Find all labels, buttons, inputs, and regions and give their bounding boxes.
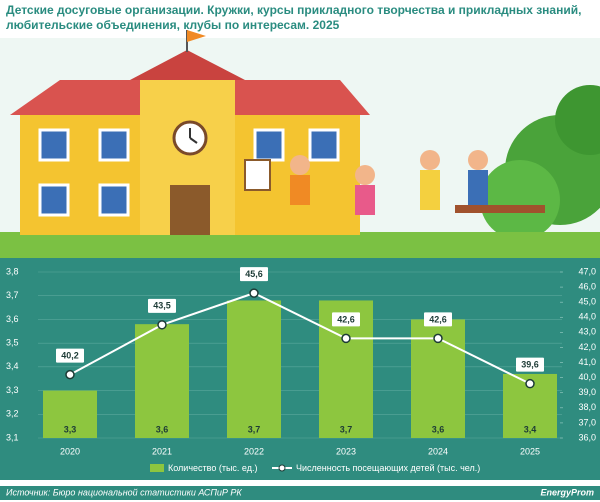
value-label-box [332,312,360,327]
footer-band [0,486,600,500]
y-tick-label: 3,4 [6,361,19,371]
plot-background [0,258,600,480]
bar [227,300,281,438]
y-tick-label: 3,2 [6,409,19,419]
bar-value-label: 3,7 [248,424,261,434]
line-point [249,288,259,298]
y-tick-label: 3,1 [6,432,19,442]
line-point [341,333,351,344]
y2-tick-label: 39,0 [578,387,596,397]
y2-tick-label: 41,0 [578,357,596,367]
y-tick-label: 3,3 [6,385,19,395]
line-value-label: 39,6 [521,360,539,370]
bar-value-label: 3,3 [64,424,77,434]
line-point [433,333,443,344]
y2-tick-label: 43,0 [578,327,596,337]
value-label-box [516,357,544,372]
y-tick-label: 3,5 [6,338,19,348]
bar-value-label: 3,7 [340,424,353,434]
bar [135,324,189,438]
chart-title: Детские досуговые организации. Кружки, к… [6,3,582,32]
y2-tick-label: 44,0 [578,312,596,322]
line-value-label: 42,6 [429,314,447,324]
source: Источник: Бюро национальной статистики А… [6,487,242,497]
y-tick-label: 3,7 [6,290,19,300]
line-point [525,378,535,389]
legend-label: Количество (тыс. ед.) [168,463,257,473]
y2-tick-label: 36,0 [578,432,596,442]
y2-tick-label: 40,0 [578,372,596,382]
bar-value-label: 3,6 [156,424,169,434]
y2-tick-label: 47,0 [578,266,596,276]
logo: EnergyProm [540,487,594,497]
x-tick-label: 2023 [336,446,356,456]
x-tick-label: 2021 [152,446,172,456]
x-tick-label: 2020 [60,446,80,456]
legend-marker [278,464,286,472]
line-value-label: 43,5 [153,301,171,311]
x-tick-label: 2024 [428,446,448,456]
illustration [0,30,600,258]
bar [43,390,97,438]
line-point [157,320,167,330]
y-tick-label: 3,8 [6,266,19,276]
line-value-label: 42,6 [337,314,355,324]
bar-value-label: 3,4 [524,424,537,434]
x-tick-label: 2025 [520,446,540,456]
bar-value-label: 3,6 [432,424,445,434]
x-tick-label: 2022 [244,446,264,456]
y2-tick-label: 37,0 [578,417,596,427]
line-value-label: 45,6 [245,269,263,279]
y-tick-label: 3,6 [6,314,19,324]
value-label-box [424,312,452,327]
value-label-box [148,298,176,313]
line-value-label: 40,2 [61,350,79,360]
line-point [65,369,75,380]
value-label-box [56,348,84,363]
legend-swatch [150,464,164,472]
y2-tick-label: 46,0 [578,281,596,291]
y2-tick-label: 42,0 [578,342,596,352]
y2-tick-label: 38,0 [578,402,596,412]
y2-tick-label: 45,0 [578,297,596,307]
line [69,292,531,385]
legend-label: Численность посещающих детей (тыс. чел.) [296,463,480,473]
value-label-box [240,267,268,282]
